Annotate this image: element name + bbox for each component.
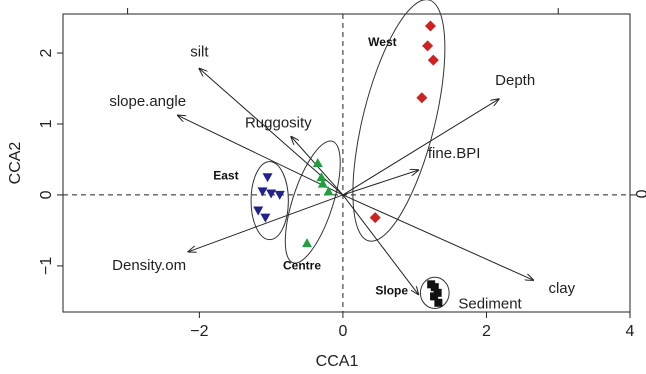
point-centre (312, 158, 323, 167)
arrow-density-om (189, 194, 344, 252)
environmental-arrows (178, 69, 533, 295)
arrow-sediment (342, 194, 418, 294)
point-west (369, 212, 381, 224)
point-centre (302, 238, 313, 248)
right-axis-tick-label: 0 (632, 190, 646, 199)
ellipse-centre (284, 140, 341, 264)
group-label-slope: Slope (375, 283, 408, 297)
y-tick-label: −1 (38, 257, 55, 275)
point-slope (434, 298, 443, 307)
x-axis-title: CCA1 (316, 353, 359, 370)
point-centre (323, 186, 334, 196)
point-west (427, 54, 439, 66)
point-slope (430, 292, 439, 301)
arrow-label-sediment: Sediment (458, 295, 522, 312)
point-west (416, 92, 428, 104)
ellipse-east (250, 161, 289, 241)
x-tick-label: 2 (482, 323, 491, 340)
point-east (262, 173, 273, 183)
arrow-label-slope-angle: slope.angle (109, 93, 186, 110)
point-west (422, 40, 434, 52)
point-east (260, 213, 271, 223)
y-tick-label: 2 (38, 48, 55, 57)
x-tick-label: 0 (338, 323, 347, 340)
ellipse-slope (419, 276, 450, 309)
point-east (266, 189, 277, 199)
y-tick-label: 0 (38, 190, 55, 199)
arrow-depth (342, 99, 499, 196)
site-points (253, 20, 443, 307)
point-centre (316, 172, 327, 182)
arrow-slope-angle (178, 115, 344, 196)
zero-lines (63, 14, 630, 312)
group-label-west: West (368, 35, 396, 49)
arrow-label-depth: Depth (495, 72, 535, 89)
arrow-silt (199, 69, 344, 196)
point-west (424, 20, 436, 32)
point-east (274, 190, 285, 200)
text-labels: silt slope.angle Ruggosity Depth fine.BPI Den… (109, 35, 575, 313)
point-slope (430, 283, 439, 292)
plot-frame (62, 13, 631, 313)
arrow-label-ruggosity: Ruggosity (245, 115, 312, 132)
point-east (257, 187, 268, 197)
arrow-clay (342, 194, 533, 280)
point-east (253, 206, 264, 216)
arrow-label-density-om: Density.om (112, 257, 186, 274)
ellipse-west (352, 0, 446, 242)
group-ellipses (250, 0, 450, 309)
x-tick-label: −2 (190, 323, 208, 340)
y-axis-title: CCA2 (7, 142, 24, 185)
axis-ticks: −2 0 2 4 −1 0 1 2 (38, 8, 636, 340)
arrow-fine-bpi (342, 170, 418, 196)
group-label-east: East (213, 168, 238, 182)
group-label-centre: Centre (283, 258, 321, 272)
arrow-label-clay: clay (548, 280, 575, 297)
x-tick-label: 4 (626, 323, 635, 340)
point-centre (317, 178, 328, 188)
y-tick-label: 1 (38, 119, 55, 128)
arrow-label-silt: silt (190, 44, 209, 61)
arrow-label-fine-bpi: fine.BPI (428, 145, 481, 162)
